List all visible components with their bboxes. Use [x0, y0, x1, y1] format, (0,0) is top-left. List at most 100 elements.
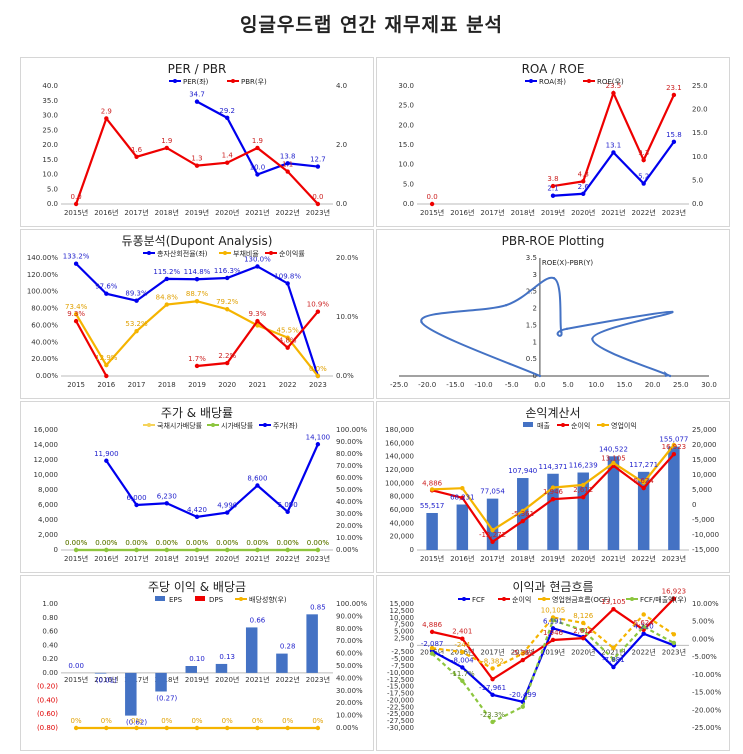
data-label: 133.2%	[63, 253, 90, 261]
series-point-영업이익	[520, 508, 525, 514]
data-label: 77,054	[480, 488, 505, 496]
series-point-FCF	[490, 692, 495, 698]
legend-label: 영업이익	[611, 421, 637, 430]
data-label: 73.4%	[65, 303, 88, 311]
category-label: 2015년	[64, 675, 88, 684]
right-axis-tick: 10.0%	[336, 313, 359, 321]
data-label: 0%	[71, 717, 82, 725]
data-label: 8,600	[247, 475, 267, 483]
data-label: 0.00%	[156, 539, 179, 547]
legend-label: FCF	[472, 596, 485, 604]
category-label: 2023년	[662, 647, 686, 656]
legend-marker	[269, 251, 273, 255]
left-axis-tick: 0.20	[42, 655, 58, 663]
category-label: 2018년	[155, 208, 179, 217]
category-label: 2023년	[306, 554, 330, 563]
left-axis-tick: 20.0	[398, 121, 414, 129]
data-label: 1.3	[191, 155, 202, 163]
x-tick-label: -15.0	[446, 381, 464, 389]
right-axis-tick: 40.00%	[336, 674, 363, 682]
series-point-시가배당률	[73, 547, 79, 553]
series-point-영업이익	[429, 487, 435, 492]
data-label: (0.62)	[126, 719, 147, 727]
series-point-시가배당률	[194, 547, 200, 553]
bar-매출	[577, 472, 589, 550]
category-label: 2023년	[662, 208, 686, 217]
right-axis-tick: 4.0	[336, 82, 347, 90]
data-label: 0%	[312, 717, 323, 725]
category-label: 2020	[218, 381, 236, 389]
left-axis-tick: 40.0	[42, 82, 58, 90]
data-label: 4,886	[422, 621, 443, 629]
scatter-point	[591, 337, 594, 341]
legend-marker	[542, 597, 546, 601]
y-tick-label: 2.5	[526, 288, 537, 296]
series-point-FCF/매출액(우)	[490, 719, 495, 725]
category-label: 2019년	[541, 647, 565, 656]
right-axis-tick: 80.00%	[336, 625, 363, 633]
category-label: 2019	[188, 381, 206, 389]
category-label: 2022년	[632, 208, 656, 217]
series-point-주가(좌)	[255, 483, 260, 488]
data-label: 0.00%	[186, 539, 209, 547]
series-point-시가배당률	[315, 547, 321, 553]
bar-EPS	[94, 672, 107, 674]
right-axis-tick: 20.0%	[336, 254, 359, 262]
data-label: 0.00%	[216, 539, 239, 547]
left-axis-tick: 0.80	[42, 614, 58, 622]
left-axis-tick: 10,000	[34, 471, 59, 479]
legend-swatch	[195, 596, 205, 601]
series-point-시가배당률	[225, 547, 230, 553]
left-axis-tick: 15.0	[398, 141, 414, 149]
data-label: 140,522	[599, 445, 628, 453]
bar-매출	[456, 504, 469, 550]
series-point-FCF	[611, 664, 616, 670]
right-axis-tick: 60.00%	[336, 650, 363, 658]
right-axis-tick: -10,000	[692, 531, 719, 539]
legend-marker	[147, 423, 151, 427]
left-axis-tick: 10.0	[398, 161, 414, 169]
data-label: 115.2%	[153, 268, 180, 276]
left-axis-tick: 40.00%	[31, 338, 58, 346]
category-label: 2017년	[124, 554, 148, 563]
series-point-ROE(우)	[429, 201, 435, 207]
legend-marker	[173, 79, 177, 83]
series-point-부채비율	[285, 335, 290, 340]
data-label: 53.2%	[125, 320, 148, 328]
scatter-point	[420, 320, 423, 324]
left-axis-tick: 30.0	[42, 112, 58, 120]
right-axis-tick: 0	[692, 501, 696, 509]
series-point-부채비율	[315, 373, 321, 379]
series-point-FCF	[641, 631, 646, 636]
data-label: -11.7%	[450, 670, 475, 678]
series-point-FCF/매출액(우)	[460, 678, 465, 684]
series-point-주가(좌)	[134, 502, 139, 508]
series-point-총자산회전율(좌)	[164, 276, 169, 282]
right-axis-tick: 70.00%	[336, 462, 363, 470]
data-label: 0.13	[219, 653, 235, 661]
left-axis-tick: 80,000	[390, 493, 415, 501]
series-point-부채비율	[194, 299, 200, 304]
data-label: 155,077	[659, 436, 688, 444]
data-label: 0.85	[310, 603, 326, 611]
left-axis-tick: 5.0	[403, 180, 414, 188]
right-axis-tick: 0.0	[336, 200, 347, 208]
category-label: 2017년	[480, 554, 504, 563]
data-label: 116,239	[569, 462, 598, 470]
series-point-배당성향(우)	[315, 725, 321, 731]
right-axis-tick: -10.00%	[692, 671, 722, 679]
category-label: 2017년	[480, 647, 504, 656]
data-label: 6,191	[543, 617, 563, 625]
right-axis-tick: 70.00%	[336, 637, 363, 645]
data-label: 114,371	[539, 463, 568, 471]
data-label: 0.00%	[156, 539, 179, 547]
category-label: 2021년	[601, 554, 625, 563]
data-label: 14,100	[306, 433, 331, 441]
chart-title: ROA / ROE	[522, 62, 585, 76]
data-label: 5.2	[638, 173, 649, 181]
series-point-FCF/매출액(우)	[429, 651, 435, 656]
left-axis-tick: 5.0	[47, 185, 58, 193]
series-point-부채비율	[104, 362, 109, 368]
category-label: 2021년	[245, 208, 269, 217]
data-label: 5,624	[634, 477, 655, 485]
